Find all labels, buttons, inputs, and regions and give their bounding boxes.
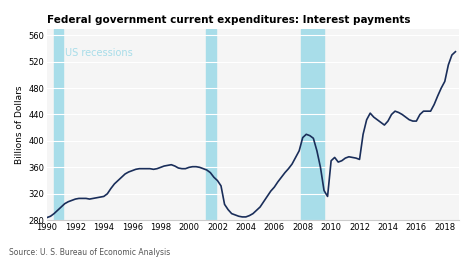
Bar (54, 29, 63, 220)
Bar (206, 29, 216, 220)
Text: US recessions: US recessions (65, 48, 133, 58)
Bar (301, 29, 324, 220)
Text: Federal government current expenditures: Interest payments: Federal government current expenditures:… (47, 15, 410, 25)
Y-axis label: Billions of Dollars: Billions of Dollars (15, 85, 24, 164)
Text: Source: U. S. Bureau of Economic Analysis: Source: U. S. Bureau of Economic Analysi… (9, 248, 171, 257)
